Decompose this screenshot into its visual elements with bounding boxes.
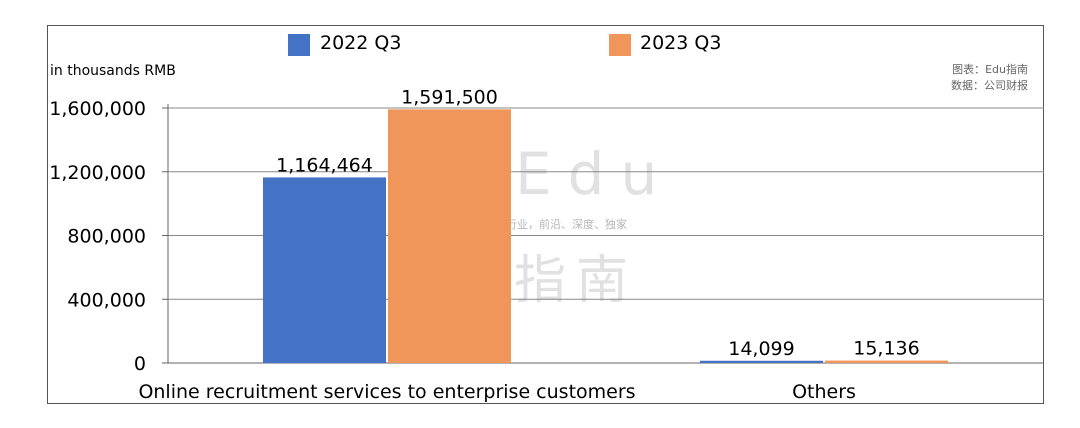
category-label: Others xyxy=(792,381,856,403)
source-note: 图表：Edu指南 数据：公司财报 xyxy=(951,62,1028,94)
data-label: 1,591,500 xyxy=(401,86,498,108)
source-chart-credit: 图表：Edu指南 xyxy=(952,63,1028,76)
chart-frame xyxy=(47,25,1044,404)
legend-label-2022-q3: 2022 Q3 xyxy=(320,32,402,54)
bar-2023-q3 xyxy=(388,109,511,363)
legend-swatch-2022-q3 xyxy=(288,34,310,56)
y-tick-label: 400,000 xyxy=(67,289,146,311)
legend-label-2023-q3: 2023 Q3 xyxy=(640,32,722,54)
data-label: 14,099 xyxy=(728,338,794,360)
category-label: Online recruitment services to enterpris… xyxy=(138,381,635,403)
legend-swatch-2023-q3 xyxy=(609,34,631,56)
source-data-credit: 数据：公司财报 xyxy=(951,79,1028,92)
data-label: 1,164,464 xyxy=(276,154,373,176)
watermark-sub: 教育行业，前沿、深度、独家 xyxy=(484,218,627,231)
watermark-main: Edu xyxy=(515,140,674,208)
watermark-cn: 指南 xyxy=(514,251,639,311)
unit-label: in thousands RMB xyxy=(50,63,176,79)
bar-2023-q3 xyxy=(825,360,948,363)
bar-2022-q3 xyxy=(263,177,386,363)
y-tick-label: 1,200,000 xyxy=(49,162,146,184)
y-tick-label: 0 xyxy=(134,353,146,375)
data-label: 15,136 xyxy=(853,338,919,360)
bar-2022-q3 xyxy=(700,360,823,363)
y-tick-label: 1,600,000 xyxy=(49,98,146,120)
y-tick-label: 800,000 xyxy=(67,226,146,248)
